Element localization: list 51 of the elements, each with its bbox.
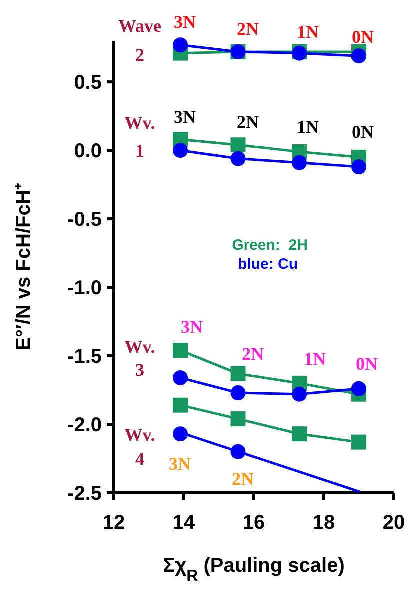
x-tick-label: 18 — [312, 512, 336, 534]
annotation: 3N — [174, 107, 196, 127]
annotation: 3N — [181, 317, 203, 337]
point — [292, 155, 307, 170]
point — [230, 412, 246, 427]
annotation: Wv. 3 — [124, 337, 156, 380]
annotation: 0N — [352, 27, 374, 47]
y-tick-label: -0.5 — [68, 209, 102, 232]
annotation: 1N — [304, 349, 326, 369]
annotation: blue: Cu — [238, 256, 298, 273]
point — [173, 398, 188, 413]
annotation: 0N — [352, 122, 374, 142]
y-tick-label: -1.0 — [68, 278, 102, 300]
point — [230, 366, 246, 382]
x-tick-label: 20 — [382, 512, 406, 534]
y-tick-label: -1.5 — [68, 346, 102, 368]
annotation: 2N — [242, 344, 264, 364]
point — [230, 151, 246, 166]
x-tick-label: 16 — [242, 512, 266, 534]
x-tick-label: 12 — [102, 512, 126, 534]
y-axis-title: E°′/N vs FcH/FcH⁺ — [13, 183, 35, 351]
annotation: 2N — [232, 469, 254, 489]
point — [230, 138, 246, 153]
annotation: Green: 2H — [232, 237, 308, 254]
y-tick-label: -2.5 — [68, 483, 102, 505]
point — [173, 38, 188, 53]
point — [173, 370, 188, 386]
point — [173, 343, 188, 358]
annotation: 1N — [297, 117, 319, 137]
annotation: 0N — [356, 354, 378, 374]
annotation: 3N — [169, 454, 191, 474]
annotation: Wv. 1 — [124, 113, 156, 161]
point — [352, 434, 366, 450]
point — [352, 48, 366, 64]
text: 3N — [174, 12, 196, 32]
point — [352, 381, 366, 396]
point — [292, 386, 307, 402]
x-axis-title: Σχ$_{R}$ (Pauling scale) — [163, 555, 345, 584]
annotation: 2N — [237, 112, 259, 132]
point — [230, 386, 246, 401]
annotation: Wv. 4 — [124, 425, 156, 469]
text: 2N — [237, 19, 259, 39]
point — [292, 426, 307, 442]
point — [352, 160, 366, 175]
y-tick-label: -2.0 — [68, 414, 102, 437]
x-tick-label: 14 — [172, 512, 196, 534]
y-tick-label: 0.5 — [74, 72, 102, 94]
point — [173, 143, 188, 158]
annotation: 1N — [297, 22, 319, 42]
y-tick-label: 0.0 — [74, 140, 102, 163]
annotation: Wave 2 — [118, 16, 162, 65]
